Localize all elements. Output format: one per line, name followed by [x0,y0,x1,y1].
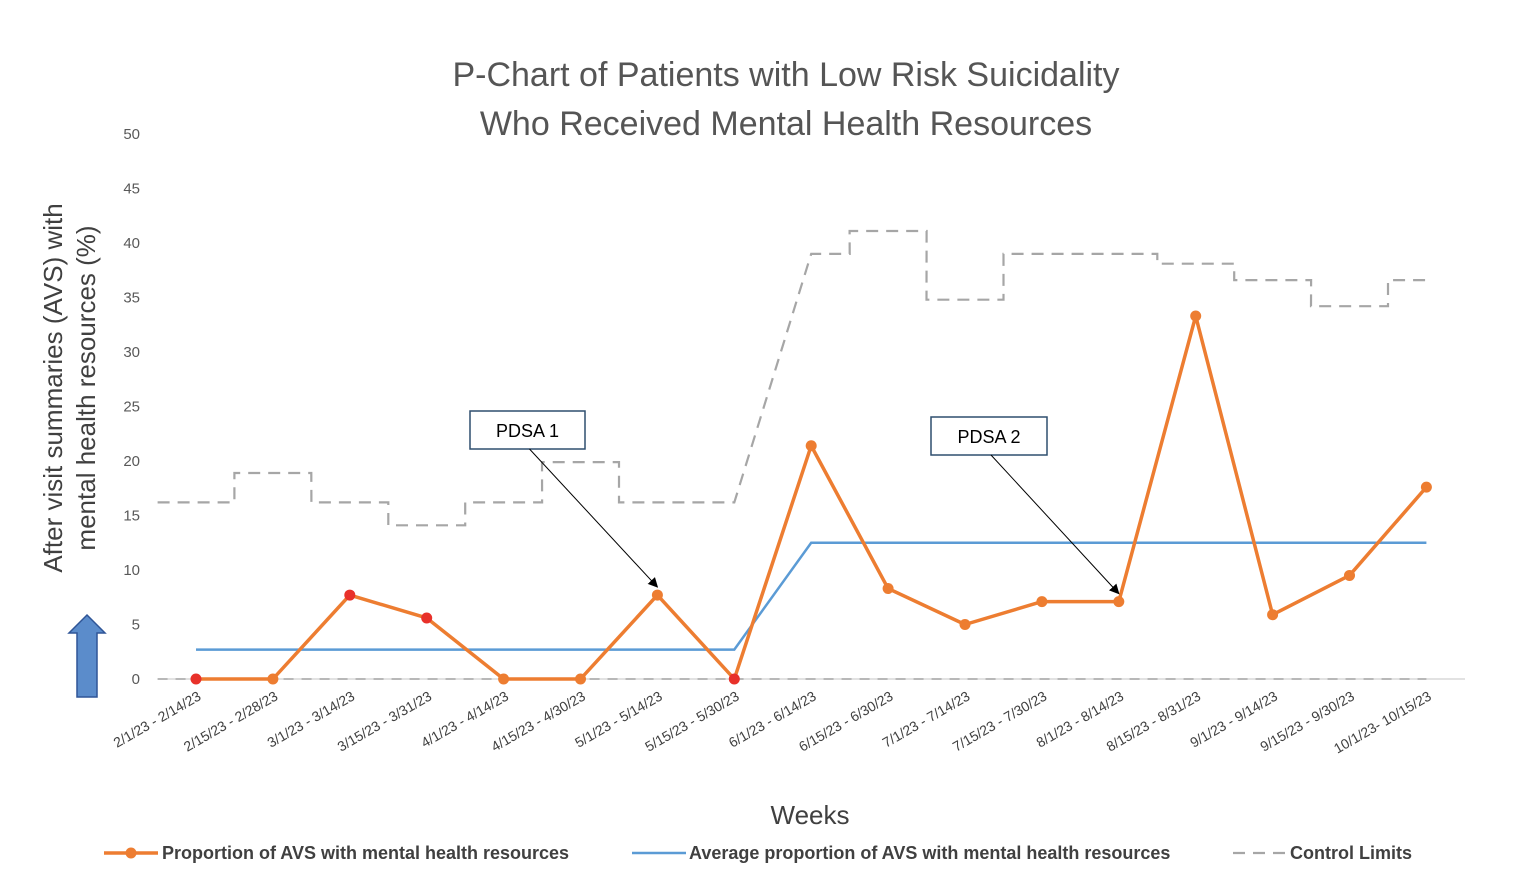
x-tick-labels: 2/1/23 - 2/14/232/15/23 - 2/28/233/1/23 … [111,688,1435,757]
y-tick-label: 10 [123,562,140,579]
proportion-point [1344,569,1355,581]
proportion-point [190,673,202,685]
y-axis-title-line-2: mental health resources (%) [71,225,101,550]
legend: Proportion of AVS with mental health res… [104,843,1412,863]
annotation-arrow [529,448,659,588]
chart-title: P-Chart of Patients with Low Risk Suicid… [452,56,1119,143]
proportion-point [498,673,510,685]
legend-label: Proportion of AVS with mental health res… [162,843,569,863]
proportion-point [575,673,586,685]
legend-label: Control Limits [1290,843,1412,863]
chart-title-line-2: Who Received Mental Health Resources [480,105,1092,143]
annotation-label: PDSA 1 [496,421,559,441]
annotation-box [469,410,586,450]
y-tick-labels: 0 5 10 15 20 25 30 35 40 45 50 [123,126,140,688]
proportion-point [1190,310,1202,322]
proportion-point [267,673,279,685]
y-tick-label: 45 [123,181,140,198]
legend-marker [125,847,137,859]
series-layer [157,229,1432,685]
control-limit-upper-line [157,229,1427,527]
y-tick-label: 5 [132,617,140,634]
y-axis-title-line-1: After visit summaries (AVS) with [38,203,68,572]
proportion-point [959,619,971,630]
proportion-point [421,612,433,624]
proportion-point [1420,481,1432,493]
proportion-point [1036,596,1048,608]
y-tick-label: 20 [123,453,140,470]
up-arrow-icon [67,613,107,698]
chart-title-line-1: P-Chart of Patients with Low Risk Suicid… [452,56,1119,94]
proportion-point [1113,596,1125,608]
y-tick-label: 25 [123,399,140,416]
y-tick-label: 30 [123,344,140,361]
proportion-point [1267,609,1279,621]
legend-item: Proportion of AVS with mental health res… [104,843,569,863]
y-tick-label: 0 [132,671,140,688]
legend-label: Average proportion of AVS with mental he… [689,843,1170,863]
average-proportion-line [196,541,1427,651]
y-tick-label: 50 [123,126,140,143]
y-tick-label: 15 [123,508,140,525]
annotation-box [930,416,1048,456]
annotation-arrow [990,454,1120,595]
y-axis-title: After visit summaries (AVS) with mental … [38,203,101,572]
y-tick-label: 40 [123,235,140,252]
legend-item: Control Limits [1233,843,1412,863]
y-tick-label: 35 [123,290,140,307]
proportion-point [651,589,663,601]
x-axis-title: Weeks [771,800,850,830]
proportion-point [882,583,894,595]
proportion-point [344,589,356,601]
proportion-point [728,673,740,685]
annotation-pdsa-1: PDSA 1 [469,410,659,588]
annotation-pdsa-2: PDSA 2 [930,416,1120,595]
proportion-point [805,440,817,452]
legend-item: Average proportion of AVS with mental he… [632,843,1170,863]
annotations: PDSA 1 PDSA 2 [469,410,1120,595]
annotation-label: PDSA 2 [957,427,1020,447]
proportion-line [196,314,1428,681]
